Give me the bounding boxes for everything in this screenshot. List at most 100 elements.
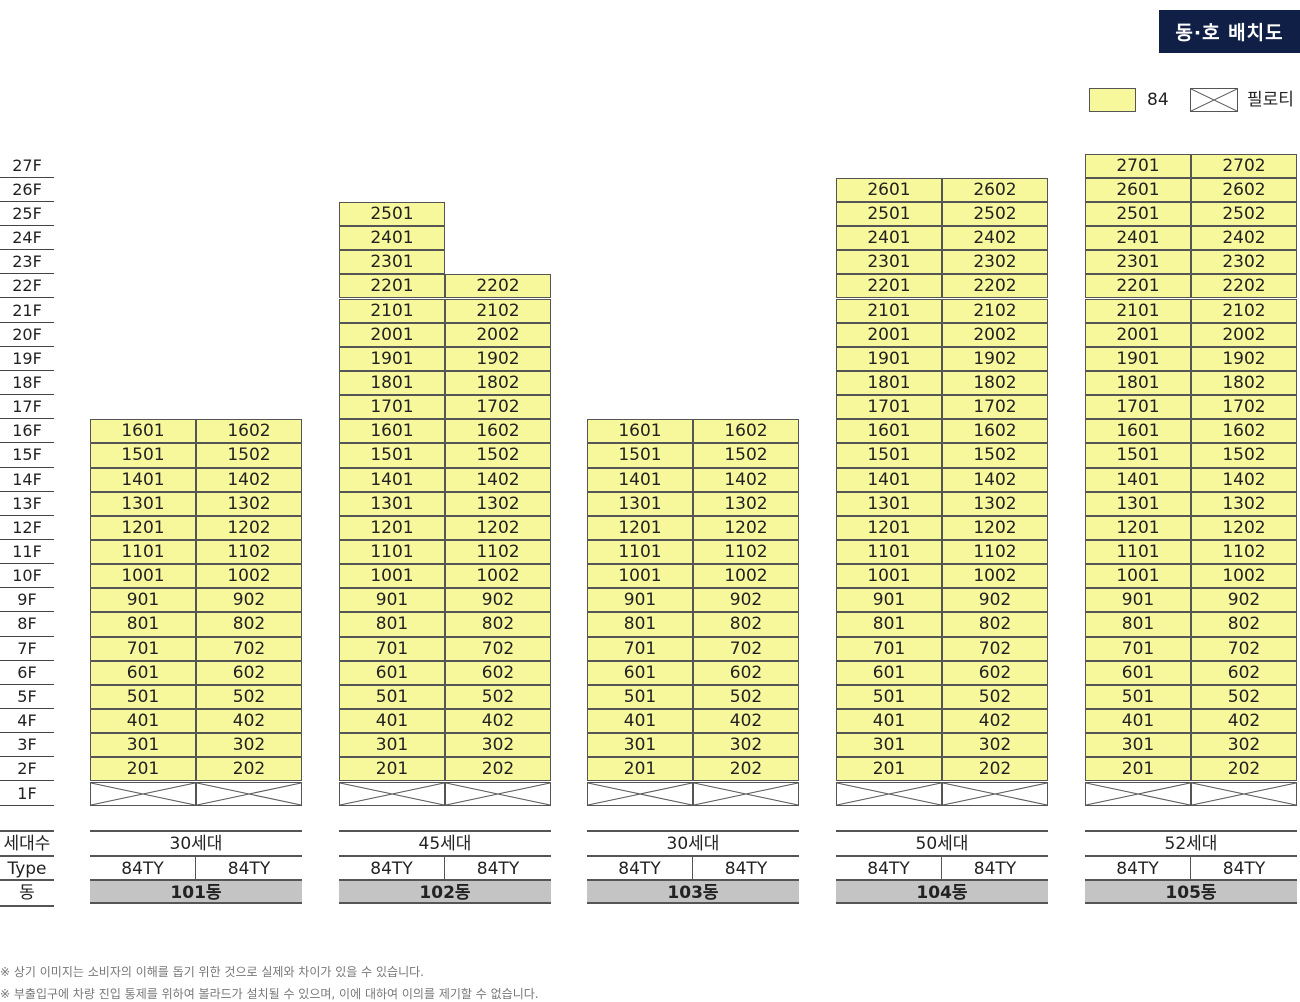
unit-cell: 2602	[942, 177, 1048, 202]
unit-cell: 2501	[339, 201, 445, 227]
unit-cell: 1001	[339, 564, 445, 589]
unit-cell: 1202	[445, 515, 551, 540]
unit-cell: 302	[196, 733, 302, 758]
unit-cell: 1402	[445, 467, 551, 492]
unit-cell: 1402	[942, 467, 1048, 492]
unit-cell: 301	[1085, 733, 1191, 758]
unit-cell: 1201	[339, 515, 445, 540]
unit-cell: 401	[587, 709, 693, 734]
unit-cell: 1601	[836, 419, 942, 444]
unit-type: 84TY	[90, 855, 196, 879]
unit-type: 84TY	[445, 855, 551, 879]
unit-cell: 1102	[693, 540, 799, 565]
households-count: 50세대	[836, 830, 1048, 854]
unit-cell: 2001	[1085, 322, 1191, 347]
unit-cell: 2301	[339, 250, 445, 275]
dong-row-label: 동	[0, 879, 54, 907]
unit-cell: 1202	[693, 515, 799, 540]
unit-cell: 1102	[942, 540, 1048, 565]
unit-cell: 1401	[1085, 467, 1191, 492]
unit-cell: 2202	[942, 274, 1048, 299]
floor-label: 27F	[0, 154, 54, 178]
legend: 84 필로티	[0, 87, 1300, 115]
unit-cell: 501	[1085, 684, 1191, 710]
unit-cell: 701	[90, 636, 196, 661]
unit-cell: 902	[445, 588, 551, 613]
unit-cell: 1501	[587, 443, 693, 468]
floor-label: 14F	[0, 468, 54, 492]
unit-cell: 2402	[1191, 226, 1297, 251]
unit-cell: 1802	[1191, 370, 1297, 396]
unit-cell: 2501	[836, 201, 942, 227]
unit-cell: 2401	[339, 226, 445, 251]
unit-cell: 1502	[196, 443, 302, 468]
unit-cell: 2101	[836, 298, 942, 323]
unit-cell: 2301	[836, 250, 942, 275]
building-name: 102동	[339, 879, 551, 904]
unit-cell: 201	[1085, 757, 1191, 782]
unit-cell: 1801	[339, 370, 445, 396]
unit-cell: 2601	[1085, 177, 1191, 202]
unit-cell: 2102	[942, 298, 1048, 323]
unit-cell: 701	[587, 636, 693, 661]
unit-cell: 1902	[445, 346, 551, 371]
unit-cell: 801	[836, 612, 942, 637]
unit-cell: 502	[196, 684, 302, 710]
piloti-cell	[693, 781, 799, 806]
unit-cell: 1201	[1085, 515, 1191, 540]
unit-cell: 701	[339, 636, 445, 661]
unit-cell: 201	[587, 757, 693, 782]
unit-cell: 1601	[587, 419, 693, 444]
unit-cell: 601	[90, 660, 196, 685]
unit-cell: 1101	[587, 540, 693, 565]
unit-cell: 602	[196, 660, 302, 685]
unit-cell: 1202	[1191, 515, 1297, 540]
floor-label: 18F	[0, 371, 54, 396]
unit-cell: 402	[693, 709, 799, 734]
unit-cell: 1901	[339, 346, 445, 371]
unit-type: 84TY	[1191, 855, 1297, 879]
unit-cell: 1302	[942, 491, 1048, 516]
unit-cell: 702	[693, 636, 799, 661]
unit-type: 84TY	[196, 855, 302, 879]
households-count: 30세대	[587, 830, 799, 854]
unit-type: 84TY	[693, 855, 799, 879]
unit-cell: 402	[445, 709, 551, 734]
unit-cell: 1002	[196, 564, 302, 589]
unit-cell: 202	[693, 757, 799, 782]
unit-cell: 1402	[693, 467, 799, 492]
unit-cell: 1601	[1085, 419, 1191, 444]
unit-cell: 201	[339, 757, 445, 782]
unit-cell: 1102	[196, 540, 302, 565]
unit-cell: 702	[445, 636, 551, 661]
unit-cell: 1101	[1085, 540, 1191, 565]
unit-cell: 1401	[836, 467, 942, 492]
floor-label: 16F	[0, 419, 54, 444]
households-count: 45세대	[339, 830, 551, 854]
unit-cell: 1901	[836, 346, 942, 371]
unit-cell: 302	[1191, 733, 1297, 758]
building-name: 101동	[90, 879, 302, 904]
unit-cell: 701	[1085, 636, 1191, 661]
unit-cell: 302	[942, 733, 1048, 758]
unit-cell: 1602	[445, 419, 551, 444]
unit-type: 84TY	[339, 855, 445, 879]
unit-cell: 1302	[445, 491, 551, 516]
unit-cell: 401	[1085, 709, 1191, 734]
households-row-label: 세대수	[0, 830, 54, 856]
unit-cell: 602	[1191, 660, 1297, 685]
floor-label: 6F	[0, 661, 54, 685]
floor-label: 11F	[0, 540, 54, 565]
unit-cell: 1901	[1085, 346, 1191, 371]
unit-cell: 1401	[339, 467, 445, 492]
floor-label: 21F	[0, 299, 54, 323]
unit-cell: 1601	[90, 419, 196, 444]
floor-label: 2F	[0, 757, 54, 782]
unit-cell: 801	[587, 612, 693, 637]
unit-cell: 1002	[693, 564, 799, 589]
piloti-cell	[942, 781, 1048, 806]
unit-cell: 1301	[90, 491, 196, 516]
unit-cell: 1502	[942, 443, 1048, 468]
unit-cell: 1902	[1191, 346, 1297, 371]
unit-cell: 1302	[1191, 491, 1297, 516]
